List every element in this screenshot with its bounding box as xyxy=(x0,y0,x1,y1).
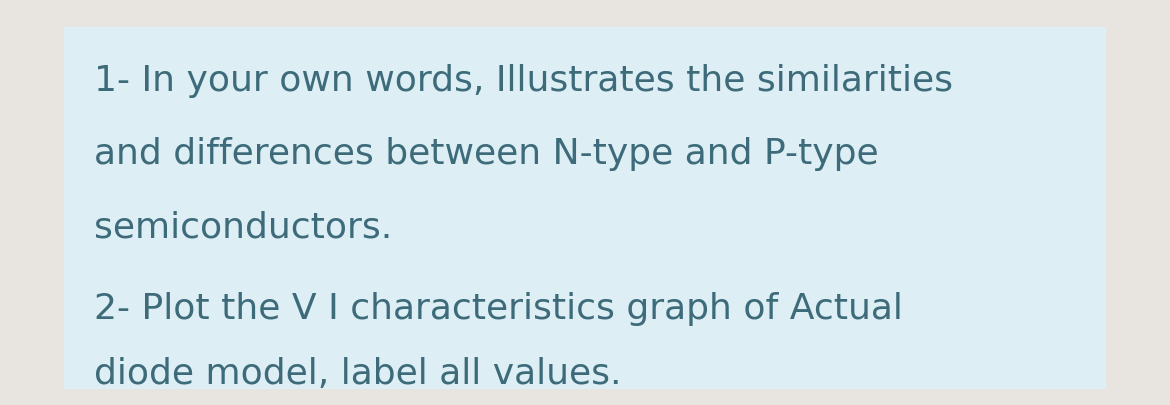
Text: 2- Plot the V I characteristics graph of Actual: 2- Plot the V I characteristics graph of… xyxy=(94,291,902,325)
Text: semiconductors.: semiconductors. xyxy=(94,210,392,244)
Text: and differences between N-type and P-type: and differences between N-type and P-typ… xyxy=(94,137,879,171)
Text: diode model, label all values.: diode model, label all values. xyxy=(94,356,621,390)
FancyBboxPatch shape xyxy=(64,28,1106,389)
Text: 1- In your own words, Illustrates the similarities: 1- In your own words, Illustrates the si… xyxy=(94,64,952,98)
